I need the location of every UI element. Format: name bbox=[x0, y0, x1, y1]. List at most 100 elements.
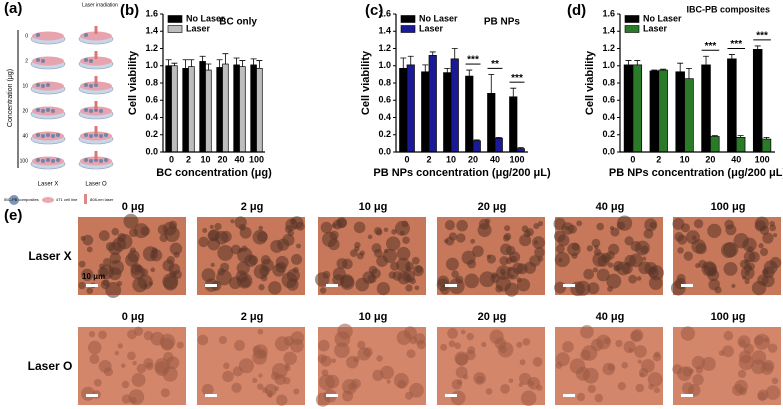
error-bar bbox=[488, 73, 495, 94]
composite bbox=[51, 109, 55, 113]
cell-cluster bbox=[670, 280, 686, 296]
cell-cluster bbox=[397, 379, 407, 389]
cell-cluster bbox=[516, 341, 523, 348]
dish-medium bbox=[32, 31, 64, 41]
scale-bar bbox=[205, 394, 217, 397]
legend-swatch bbox=[167, 15, 183, 23]
cell-cluster bbox=[701, 356, 716, 371]
cell-cluster bbox=[127, 351, 136, 361]
cell-cluster bbox=[117, 233, 127, 242]
cell-cluster bbox=[634, 240, 650, 256]
cell-cluster bbox=[283, 351, 297, 366]
cell-cluster bbox=[414, 285, 420, 291]
legend-label: No Laser bbox=[419, 13, 458, 23]
cell-cluster bbox=[202, 228, 208, 233]
column-label: 0 μg bbox=[122, 311, 145, 323]
cell-cluster bbox=[396, 246, 411, 261]
cell-cluster bbox=[723, 261, 738, 276]
cell-cluster bbox=[207, 237, 221, 251]
cell-cluster bbox=[231, 382, 242, 393]
composite bbox=[51, 134, 55, 138]
cell-cluster bbox=[176, 341, 184, 349]
cell-cluster bbox=[760, 362, 774, 375]
cell-cluster bbox=[456, 379, 463, 386]
scale-bar bbox=[681, 394, 693, 397]
error-bar bbox=[660, 68, 667, 71]
cell-cluster bbox=[253, 344, 268, 360]
cell-cluster bbox=[773, 233, 778, 238]
scale-bar bbox=[326, 394, 338, 397]
cell-cluster bbox=[455, 275, 464, 284]
cell-cluster bbox=[134, 264, 143, 273]
cell-cluster bbox=[570, 281, 585, 297]
cell-cluster bbox=[450, 390, 466, 406]
cell-cluster bbox=[575, 366, 590, 381]
cell-cluster bbox=[576, 220, 583, 227]
cell-cluster bbox=[520, 390, 537, 407]
schematic-legend: 808-nm laser bbox=[90, 197, 114, 202]
laser bbox=[94, 126, 98, 134]
error-bar bbox=[233, 57, 240, 65]
significance: *** bbox=[705, 41, 717, 52]
cell-cluster bbox=[218, 335, 227, 345]
cell-cluster bbox=[567, 242, 581, 257]
cell-cluster bbox=[506, 267, 519, 280]
bar bbox=[632, 64, 643, 153]
cell-cluster bbox=[499, 256, 509, 266]
column-label: 40 μg bbox=[596, 311, 625, 323]
bar bbox=[487, 92, 496, 153]
cell-cluster bbox=[676, 273, 686, 283]
y-tick-label: 0.6 bbox=[602, 95, 615, 105]
error-bar bbox=[466, 69, 473, 77]
bar bbox=[727, 58, 737, 153]
y-tick-label: 1.2 bbox=[145, 43, 158, 53]
cell-cluster bbox=[125, 253, 139, 267]
x-tick-label: 20 bbox=[217, 154, 227, 164]
cell-cluster bbox=[607, 286, 613, 292]
cell-cluster bbox=[558, 258, 563, 263]
schematic-legend: IBC-PB composites bbox=[4, 197, 39, 202]
cell-cluster bbox=[674, 232, 684, 242]
cell-cluster bbox=[672, 364, 683, 375]
cell-cluster bbox=[733, 232, 749, 249]
cell-cluster bbox=[762, 232, 774, 244]
composite bbox=[99, 134, 103, 138]
legend-swatch bbox=[167, 25, 183, 33]
panel-label: (b) bbox=[120, 2, 139, 19]
cell-cluster bbox=[230, 219, 235, 224]
y-axis-label: Cell viability bbox=[360, 50, 372, 115]
error-bar bbox=[728, 54, 735, 59]
cell-cluster bbox=[504, 225, 511, 232]
bar bbox=[199, 61, 206, 153]
cell-cluster bbox=[289, 338, 304, 353]
cell-cluster bbox=[737, 369, 747, 378]
scale-bar bbox=[445, 284, 457, 287]
cell-cluster bbox=[234, 340, 245, 351]
cell-cluster bbox=[767, 343, 778, 353]
bar bbox=[216, 67, 223, 153]
cell-cluster bbox=[593, 248, 602, 256]
cell-cluster bbox=[680, 223, 690, 233]
x-axis-label: PB NPs concentration (μg/200 μL) bbox=[609, 167, 783, 179]
cell-cluster bbox=[78, 281, 86, 290]
bar bbox=[256, 67, 263, 153]
y-tick-label: 1.4 bbox=[602, 26, 615, 36]
chart-title: BC only bbox=[219, 17, 257, 28]
column-label: 2 μg bbox=[241, 311, 264, 323]
cell-cluster bbox=[522, 338, 531, 346]
cell-cluster bbox=[219, 262, 230, 272]
cell-cluster bbox=[436, 278, 450, 292]
cell-cluster bbox=[553, 217, 566, 231]
cell-cluster bbox=[516, 278, 531, 292]
y-tick-label: 0.8 bbox=[378, 77, 391, 87]
cell-cluster bbox=[680, 326, 696, 341]
cell-cluster bbox=[486, 254, 491, 259]
cell-cluster bbox=[258, 284, 265, 291]
bar bbox=[649, 70, 660, 153]
cell-cluster bbox=[81, 268, 94, 282]
x-tick-label: 10 bbox=[680, 154, 690, 164]
cell-cluster bbox=[234, 216, 247, 229]
bar bbox=[761, 138, 772, 153]
bar bbox=[233, 64, 240, 153]
cell-cluster bbox=[259, 265, 270, 277]
